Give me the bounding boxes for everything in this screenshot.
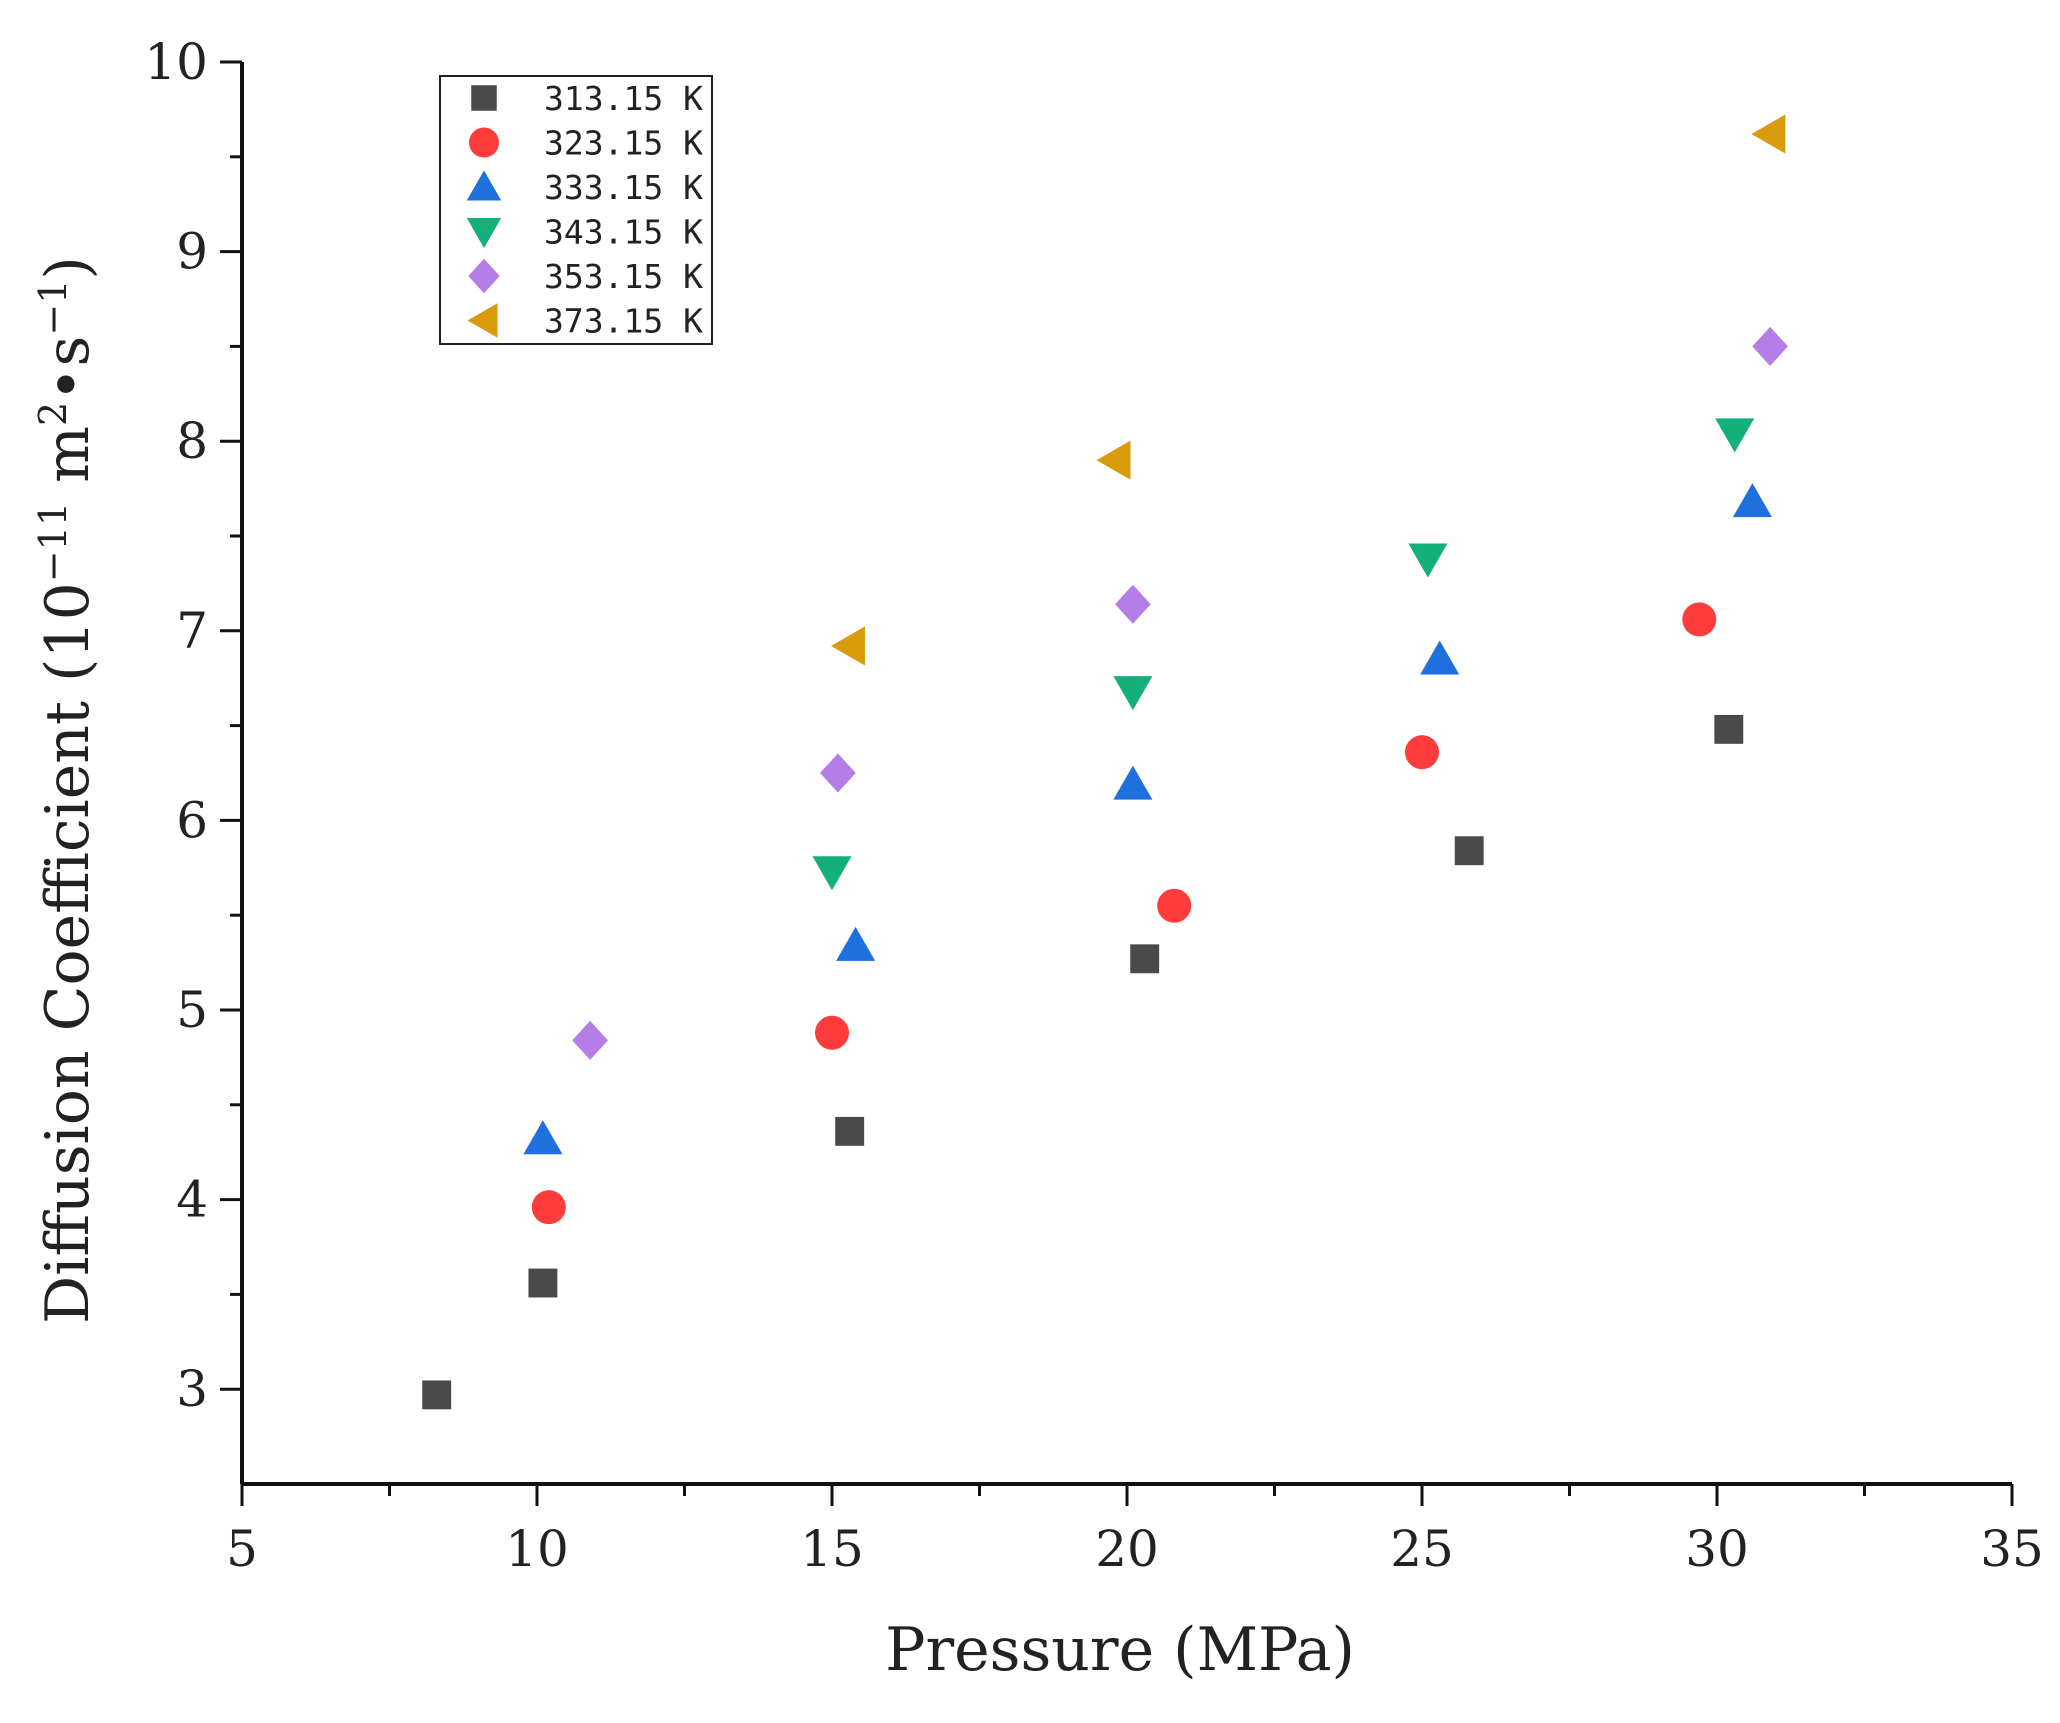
legend-item: 333.15 K xyxy=(466,168,703,207)
legend-marker xyxy=(466,170,502,201)
data-point xyxy=(812,856,852,891)
legend-marker xyxy=(468,258,500,294)
data-points xyxy=(422,114,1788,1410)
data-point xyxy=(1715,418,1755,453)
legend-marker xyxy=(469,127,499,158)
data-point xyxy=(1113,676,1153,711)
tick-marks: 5 10 15 20 25 30 35 3 4 5 6 7 8 9 10 xyxy=(144,33,2043,1578)
data-point xyxy=(531,1190,566,1225)
data-point xyxy=(835,1116,865,1146)
data-point xyxy=(528,1268,558,1298)
data-point xyxy=(836,926,876,961)
series-343-15-K xyxy=(812,418,1755,891)
legend-label: 313.15 K xyxy=(544,79,703,118)
legend-label: 373.15 K xyxy=(544,302,703,341)
y-axis-title-exp3: −1 xyxy=(31,280,75,336)
y-axis-title-main: Diffusion Coefficient (10 xyxy=(33,582,103,1324)
y-axis-title-exp1: −11 xyxy=(31,502,75,582)
data-point xyxy=(1682,602,1717,637)
series-313-15-K xyxy=(422,714,1744,1410)
y-tick-label: 8 xyxy=(176,412,208,470)
data-point xyxy=(1113,765,1153,800)
y-axis-title: Diffusion Coefficient (10−11 m2•s−1) xyxy=(31,256,103,1324)
y-tick-label: 4 xyxy=(176,1171,208,1229)
y-axis-title-exp2: 2 xyxy=(31,402,75,426)
legend-marker xyxy=(471,85,497,111)
data-point xyxy=(1408,543,1448,578)
legend-item: 323.15 K xyxy=(469,124,703,163)
y-tick-label: 5 xyxy=(176,981,208,1039)
x-tick-label: 25 xyxy=(1390,1520,1454,1578)
y-tick-label: 7 xyxy=(176,602,208,660)
series-353-15-K xyxy=(572,326,1788,1060)
legend-label: 323.15 K xyxy=(544,124,703,163)
x-tick-label: 35 xyxy=(1980,1520,2044,1578)
legend-item: 373.15 K xyxy=(467,302,703,341)
data-point xyxy=(1405,735,1439,770)
legend-label: 343.15 K xyxy=(544,213,703,252)
legend: 313.15 K 323.15 K 333.15 K 343.15 K 353.15 K… xyxy=(439,75,713,345)
legend-label: 333.15 K xyxy=(544,168,703,207)
series-373-15-K xyxy=(831,114,1786,666)
x-tick-label: 30 xyxy=(1685,1520,1749,1578)
data-point xyxy=(1157,888,1192,923)
data-point xyxy=(1096,440,1131,480)
x-tick-label: 15 xyxy=(800,1520,864,1578)
y-axis-title-end: ) xyxy=(33,256,103,279)
data-point xyxy=(1130,944,1160,974)
data-point xyxy=(820,753,856,793)
data-point xyxy=(523,1120,563,1155)
y-tick-label: 3 xyxy=(176,1360,208,1418)
y-tick-label: 6 xyxy=(176,791,208,849)
series-323-15-K xyxy=(531,602,1717,1225)
legend-item: 313.15 K xyxy=(471,79,703,118)
legend-marker xyxy=(466,218,502,248)
x-axis-title: Pressure (MPa) xyxy=(885,1615,1355,1685)
legend-item: 353.15 K xyxy=(468,257,703,296)
data-point xyxy=(815,1015,849,1050)
data-point xyxy=(1115,584,1151,624)
x-tick-label: 5 xyxy=(226,1520,258,1578)
x-tick-label: 20 xyxy=(1095,1520,1159,1578)
legend-marker xyxy=(467,303,498,338)
legend-item: 343.15 K xyxy=(466,213,703,252)
y-tick-label: 10 xyxy=(144,33,208,91)
y-tick-label: 9 xyxy=(176,223,208,281)
data-point xyxy=(831,626,865,666)
legend-label: 353.15 K xyxy=(544,257,703,296)
x-tick-label: 10 xyxy=(505,1520,569,1578)
data-point xyxy=(1732,483,1772,518)
data-point xyxy=(572,1020,608,1060)
data-point xyxy=(1454,836,1484,866)
y-axis-title-mid: m xyxy=(33,426,103,502)
y-axis-title-mid2: •s xyxy=(33,336,103,402)
legend-box xyxy=(439,75,713,345)
data-point xyxy=(1751,114,1786,154)
data-point xyxy=(422,1380,452,1410)
data-point xyxy=(1714,714,1744,744)
series-333-15-K xyxy=(523,483,1772,1155)
data-point xyxy=(1420,640,1460,675)
data-point xyxy=(1752,326,1788,366)
